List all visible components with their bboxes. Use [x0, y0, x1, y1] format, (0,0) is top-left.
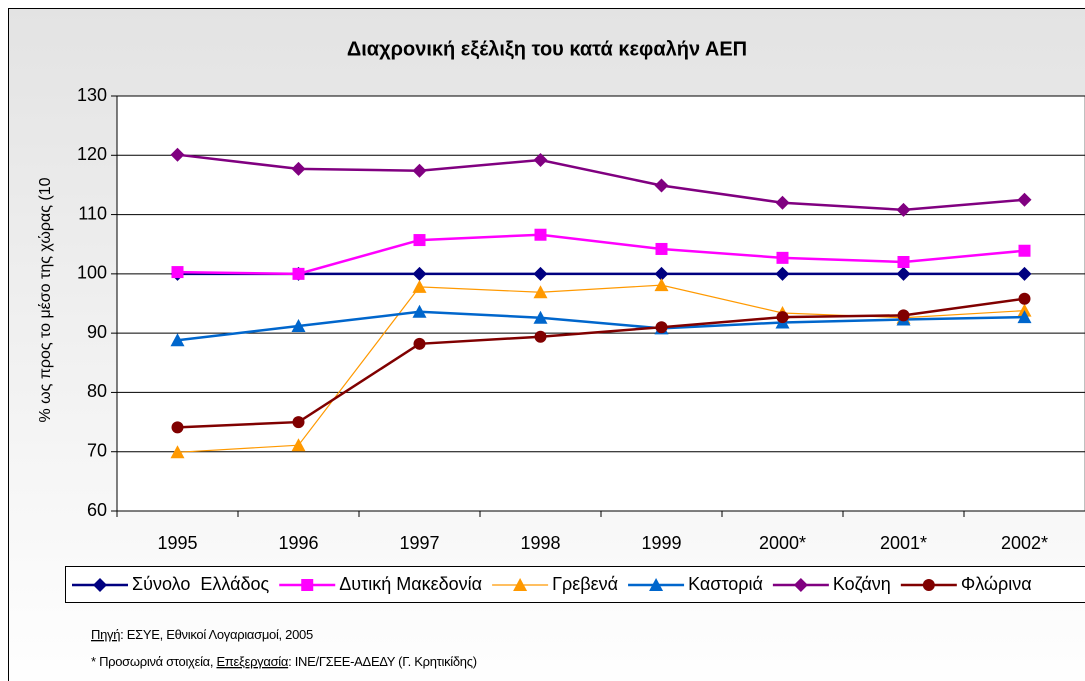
marker: [171, 266, 184, 279]
marker: [412, 304, 427, 318]
x-tick-label: 1996: [278, 533, 318, 553]
legend-label: Δυτική Μακεδονία: [339, 574, 482, 594]
marker: [301, 579, 314, 591]
footnote-part: : ΕΣΥΕ, Εθνικοί Λογαριασμοί, 2005: [120, 627, 313, 642]
series-line: [177, 233, 1025, 276]
marker: [413, 337, 426, 350]
legend-label: Καστοριά: [688, 574, 763, 594]
marker: [291, 438, 306, 452]
marker: [654, 178, 669, 193]
marker: [1018, 244, 1031, 257]
marker: [412, 266, 427, 281]
marker: [897, 256, 910, 268]
footnote-part: * Προσωρινά στοιχεία,: [91, 654, 217, 669]
marker: [897, 309, 910, 322]
legend-label: Κοζάνη: [833, 574, 891, 594]
marker: [533, 285, 548, 299]
y-tick-label: 110: [78, 203, 107, 223]
y-tick-label: 90: [87, 322, 107, 342]
marker: [655, 321, 668, 334]
x-tick-label: 2001*: [880, 533, 927, 553]
marker: [93, 578, 107, 592]
y-tick-label: 60: [87, 500, 107, 520]
marker: [793, 578, 808, 592]
y-tick-label: 100: [77, 263, 107, 283]
marker: [776, 251, 789, 264]
series-line: [177, 297, 1025, 429]
marker: [1018, 292, 1031, 305]
marker: [896, 202, 911, 217]
marker: [171, 421, 184, 434]
marker: [655, 242, 668, 255]
marker: [292, 416, 305, 429]
y-axis-label: % ως προς το μέσο της χώρας (10: [37, 177, 54, 422]
footnote-part: Πηγή: [91, 627, 120, 642]
marker: [1017, 310, 1032, 324]
legend-label: Γρεβενά: [552, 574, 618, 594]
x-tick-label: 1997: [399, 533, 439, 553]
marker: [654, 278, 669, 292]
marker: [170, 333, 185, 347]
marker: [170, 445, 185, 459]
marker: [896, 266, 911, 281]
marker: [292, 267, 305, 280]
marker: [291, 161, 306, 176]
marker: [922, 579, 935, 591]
y-tick-label: 80: [87, 381, 107, 401]
x-tick-label: 1999: [641, 533, 681, 553]
marker: [534, 228, 547, 241]
y-tick-label: 130: [77, 85, 107, 105]
marker: [775, 266, 790, 281]
series-line: [177, 310, 1025, 342]
marker: [1017, 192, 1032, 207]
marker: [533, 310, 548, 324]
marker: [533, 153, 548, 168]
x-tick-label: 1998: [520, 533, 560, 553]
marker: [1017, 266, 1032, 281]
marker: [1017, 303, 1032, 317]
marker: [170, 147, 185, 162]
x-tick-label: 2000*: [759, 533, 806, 553]
footnote: * Προσωρινά στοιχεία, Επεξεργασία: ΙΝΕ/Γ…: [91, 654, 477, 669]
marker: [775, 195, 790, 210]
plot-area: [116, 95, 1085, 512]
marker: [513, 578, 528, 591]
marker: [291, 319, 306, 333]
marker: [776, 311, 789, 324]
series-line: [177, 153, 1025, 212]
footnote: Πηγή: ΕΣΥΕ, Εθνικοί Λογαριασμοί, 2005: [91, 627, 313, 642]
marker: [412, 279, 427, 293]
marker: [534, 330, 547, 343]
y-tick-label: 120: [77, 144, 107, 164]
legend-label: Φλώρινα: [961, 574, 1032, 594]
x-tick-label: 1995: [157, 533, 197, 553]
chart-title: Διαχρονική εξέλιξη του κατά κεφαλήν ΑΕΠ: [347, 38, 747, 60]
marker: [649, 578, 664, 591]
marker: [654, 266, 669, 281]
marker: [413, 234, 426, 247]
series-line: [177, 284, 1025, 453]
footnote-part: Επεξεργασία: [217, 654, 289, 669]
footnote-part: : ΙΝΕ/ΓΣΕΕ-ΑΔΕΔΥ (Γ. Κρητικίδης): [288, 654, 477, 669]
y-tick-label: 70: [87, 440, 107, 460]
marker: [533, 266, 548, 281]
legend-label: Σύνολο Ελλάδος: [132, 574, 270, 594]
marker: [412, 163, 427, 178]
x-tick-label: 2002*: [1001, 533, 1048, 553]
